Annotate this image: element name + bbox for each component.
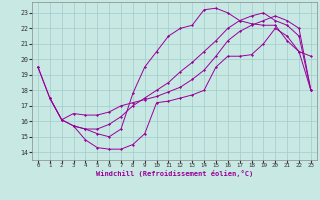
X-axis label: Windchill (Refroidissement éolien,°C): Windchill (Refroidissement éolien,°C): [96, 170, 253, 177]
